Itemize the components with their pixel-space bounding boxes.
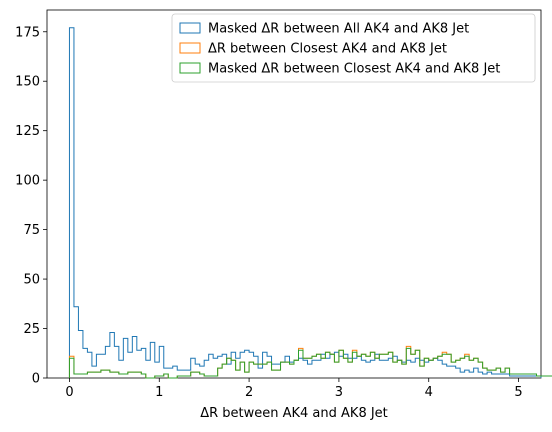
y-tick-label: 100: [15, 174, 40, 189]
y-tick-label: 0: [32, 372, 40, 387]
x-tick-label: 5: [514, 385, 522, 400]
y-tick-label: 75: [23, 223, 40, 238]
legend-label-2: ΔR between Closest AK4 and AK8 Jet: [208, 42, 447, 57]
x-axis-label: ΔR between AK4 and AK8 Jet: [200, 406, 388, 421]
x-axis: 0 1 2 3 4 5: [65, 378, 523, 400]
y-tick-label: 150: [15, 75, 40, 90]
plot-area: [46, 9, 542, 379]
legend-swatch-2: [179, 42, 201, 54]
y-axis: 0 25 50 75 100 125 150 175: [15, 25, 47, 387]
x-tick-label: 2: [245, 385, 253, 400]
legend-swatch-3: [179, 62, 201, 74]
series-layer: [68, 27, 552, 379]
plot-frame: [46, 9, 542, 379]
x-tick-label: 0: [65, 385, 73, 400]
series-3-step-line: [68, 347, 552, 379]
legend-frame: [171, 13, 536, 83]
x-tick-label: 3: [335, 385, 343, 400]
legend-label-3: Masked ΔR between Closest AK4 and AK8 Je…: [208, 62, 500, 77]
legend-label-1: Masked ΔR between All AK4 and AK8 Jet: [208, 22, 469, 37]
x-tick-label: 4: [425, 385, 433, 400]
legend: Masked ΔR between All AK4 and AK8 Jet ΔR …: [171, 13, 536, 83]
y-tick-label: 125: [15, 124, 40, 139]
y-tick-label: 50: [23, 273, 40, 288]
x-tick-label: 1: [155, 385, 163, 400]
y-tick-label: 175: [15, 25, 40, 40]
legend-swatch-1: [179, 22, 201, 34]
y-tick-label: 25: [23, 322, 40, 337]
